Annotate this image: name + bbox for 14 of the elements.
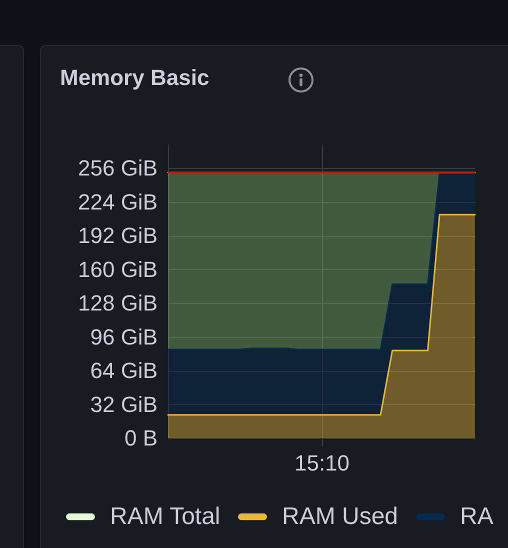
y-tick-label: 224 GiB [78,189,158,214]
y-tick-label: 256 GiB [78,156,158,181]
legend-label: RAM Used [282,502,398,530]
y-tick-label: 0 B [124,426,158,450]
x-tick-label: 15:10 [294,450,350,476]
y-tick-label: 128 GiB [78,290,158,316]
y-tick-label: 160 GiB [78,256,158,282]
chart-title: Memory Basic [60,65,210,91]
legend-label: RA [460,502,494,530]
legend-label: RAM Total [110,502,220,530]
y-tick-label: 64 GiB [90,358,158,384]
y-tick-label: 32 GiB [90,392,158,417]
y-tick-label: 192 GiB [78,223,158,248]
y-tick-label: 96 GiB [90,324,158,350]
